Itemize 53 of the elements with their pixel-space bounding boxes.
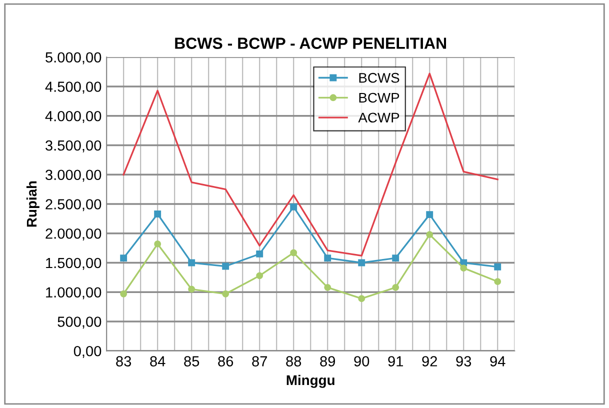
- chart-title: BCWS - BCWP - ACWP PENELITIAN: [175, 38, 446, 49]
- x-tick-label: 93: [456, 356, 472, 366]
- point: [188, 286, 196, 293]
- point: [324, 254, 332, 262]
- point: [494, 278, 502, 286]
- point: [222, 290, 230, 298]
- line-series: [122, 72, 498, 257]
- x-axis-title: Minggu: [286, 374, 334, 388]
- point: [120, 254, 128, 262]
- y-tick-label: 3.500,00: [46, 140, 102, 152]
- point: [256, 250, 264, 258]
- x-tick-label: 86: [218, 356, 234, 366]
- point: [392, 284, 400, 291]
- x-tick-label: 88: [286, 356, 302, 366]
- point: [290, 203, 298, 210]
- y-tick-label: 1.000,00: [46, 287, 102, 300]
- point: [358, 295, 366, 302]
- x-tick-label: 83: [116, 356, 132, 366]
- point: [460, 264, 468, 272]
- point: [290, 249, 298, 256]
- x-tick-label: 84: [150, 356, 166, 366]
- legend-label: ACWP: [358, 112, 400, 123]
- point: [426, 231, 434, 238]
- y-tick-label: 4.000,00: [45, 110, 102, 124]
- x-tick-label: 87: [252, 356, 267, 366]
- legend-label: BCWP: [359, 92, 400, 103]
- point: [358, 259, 366, 266]
- x-tick-label: 90: [354, 356, 370, 366]
- y-tick-label: 3.000,00: [46, 170, 102, 182]
- y-tick-label: 2.500,00: [46, 199, 102, 212]
- point: [154, 240, 162, 248]
- point: [392, 254, 400, 262]
- x-tick-label: 94: [490, 356, 506, 366]
- x-tick-label: 85: [184, 356, 200, 366]
- point: [188, 259, 196, 266]
- y-tick-label: 500,00: [58, 316, 102, 329]
- x-tick-label: 91: [388, 356, 403, 366]
- y-axis-title: Rupiah: [26, 181, 40, 227]
- y-tick-label: 2.000,00: [46, 228, 102, 241]
- x-tick-label: 89: [320, 356, 336, 366]
- point: [494, 263, 502, 270]
- y-tick-label: 0,00: [74, 346, 102, 358]
- y-tick-label: 4.500,00: [45, 82, 102, 94]
- legend-label: BCWS: [359, 72, 400, 83]
- point: [256, 272, 264, 280]
- point: [426, 211, 434, 218]
- y-tick-label: 1.500,00: [46, 258, 102, 270]
- point: [154, 210, 162, 218]
- y-tick-label: 5.000,00: [46, 52, 102, 64]
- x-tick-label: 92: [422, 356, 437, 366]
- point: [222, 262, 230, 270]
- point: [120, 290, 128, 298]
- point: [324, 284, 332, 291]
